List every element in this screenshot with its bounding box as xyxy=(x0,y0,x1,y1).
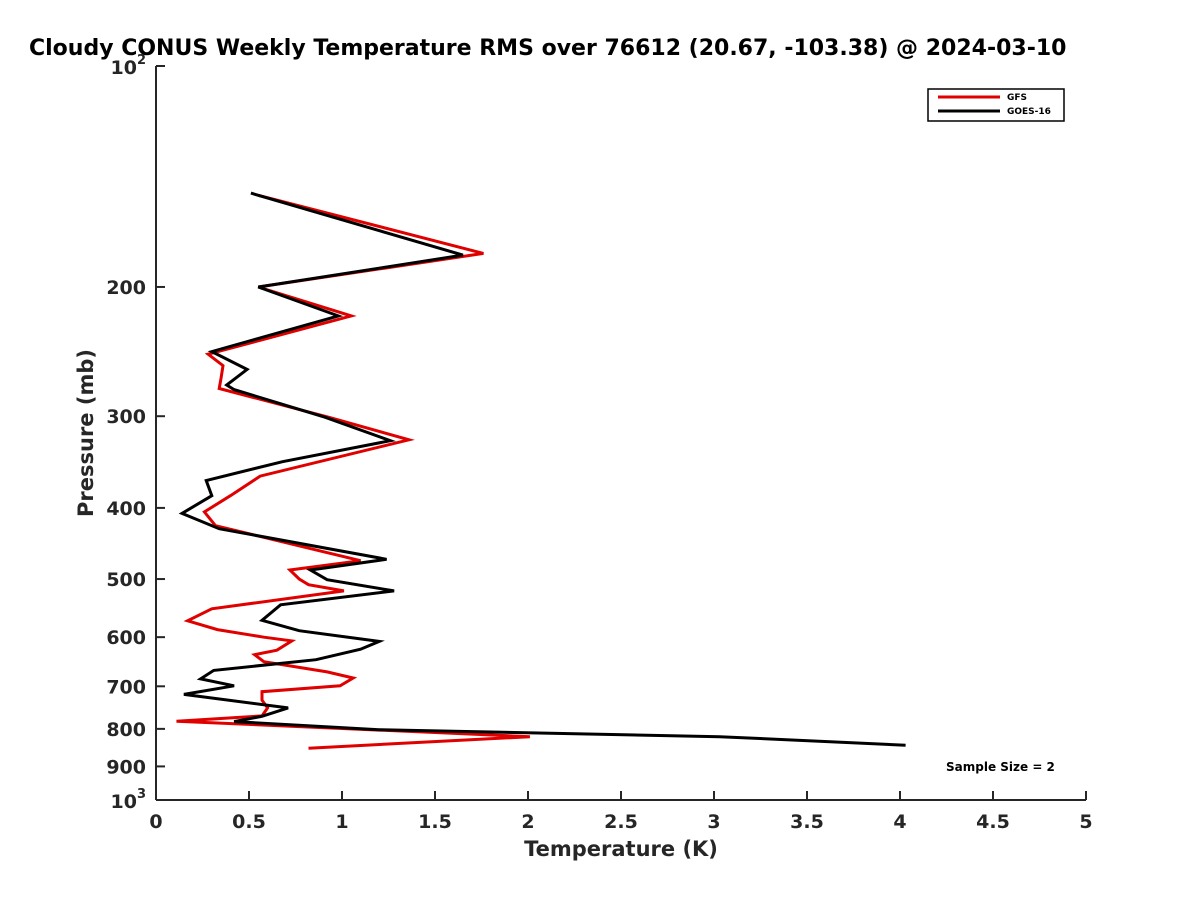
x-tick-label: 4 xyxy=(893,811,906,833)
legend-label: GOES-16 xyxy=(1007,107,1051,117)
series-line-goes-16 xyxy=(178,191,906,747)
y-tick-label: 700 xyxy=(106,676,146,698)
plot-lines xyxy=(176,191,906,750)
y-tick-label: 10 xyxy=(111,791,137,813)
x-tick-label: 2.5 xyxy=(604,811,638,833)
series-line-gfs xyxy=(176,193,530,750)
y-tick-label: 500 xyxy=(106,569,146,591)
y-tick-label: 200 xyxy=(106,277,146,299)
y-tick-label: 600 xyxy=(106,627,146,649)
x-tick-label: 4.5 xyxy=(976,811,1010,833)
y-tick-label: 400 xyxy=(106,498,146,520)
x-tick-label: 0 xyxy=(149,811,162,833)
x-tick-label: 3.5 xyxy=(790,811,824,833)
y-tick-label: 300 xyxy=(106,406,146,428)
x-axis-title: Temperature (K) xyxy=(524,837,718,861)
y-axis-title: Pressure (mb) xyxy=(74,349,98,517)
y-tick-exponent: 2 xyxy=(137,53,146,68)
x-tick-label: 2 xyxy=(521,811,534,833)
x-ticks: 0 0.5 1 1.5 2 2.5 3 3.5 4 4.5 5 xyxy=(149,791,1093,833)
x-tick-label: 5 xyxy=(1079,811,1092,833)
x-tick-label: 1 xyxy=(335,811,348,833)
legend: GFS GOES-16 xyxy=(927,88,1065,122)
chart-title: Cloudy CONUS Weekly Temperature RMS over… xyxy=(29,36,1066,61)
legend-label: GFS xyxy=(1007,93,1027,103)
y-tick-label: 900 xyxy=(106,756,146,778)
y-tick-exponent: 3 xyxy=(137,787,146,802)
y-tick-label: 800 xyxy=(106,719,146,741)
x-tick-label: 0.5 xyxy=(232,811,266,833)
x-tick-label: 3 xyxy=(707,811,720,833)
x-tick-label: 1.5 xyxy=(418,811,452,833)
legend-box xyxy=(927,88,1065,122)
sample-size-annotation: Sample Size = 2 xyxy=(946,760,1055,774)
y-tick-label: 10 xyxy=(111,57,137,79)
